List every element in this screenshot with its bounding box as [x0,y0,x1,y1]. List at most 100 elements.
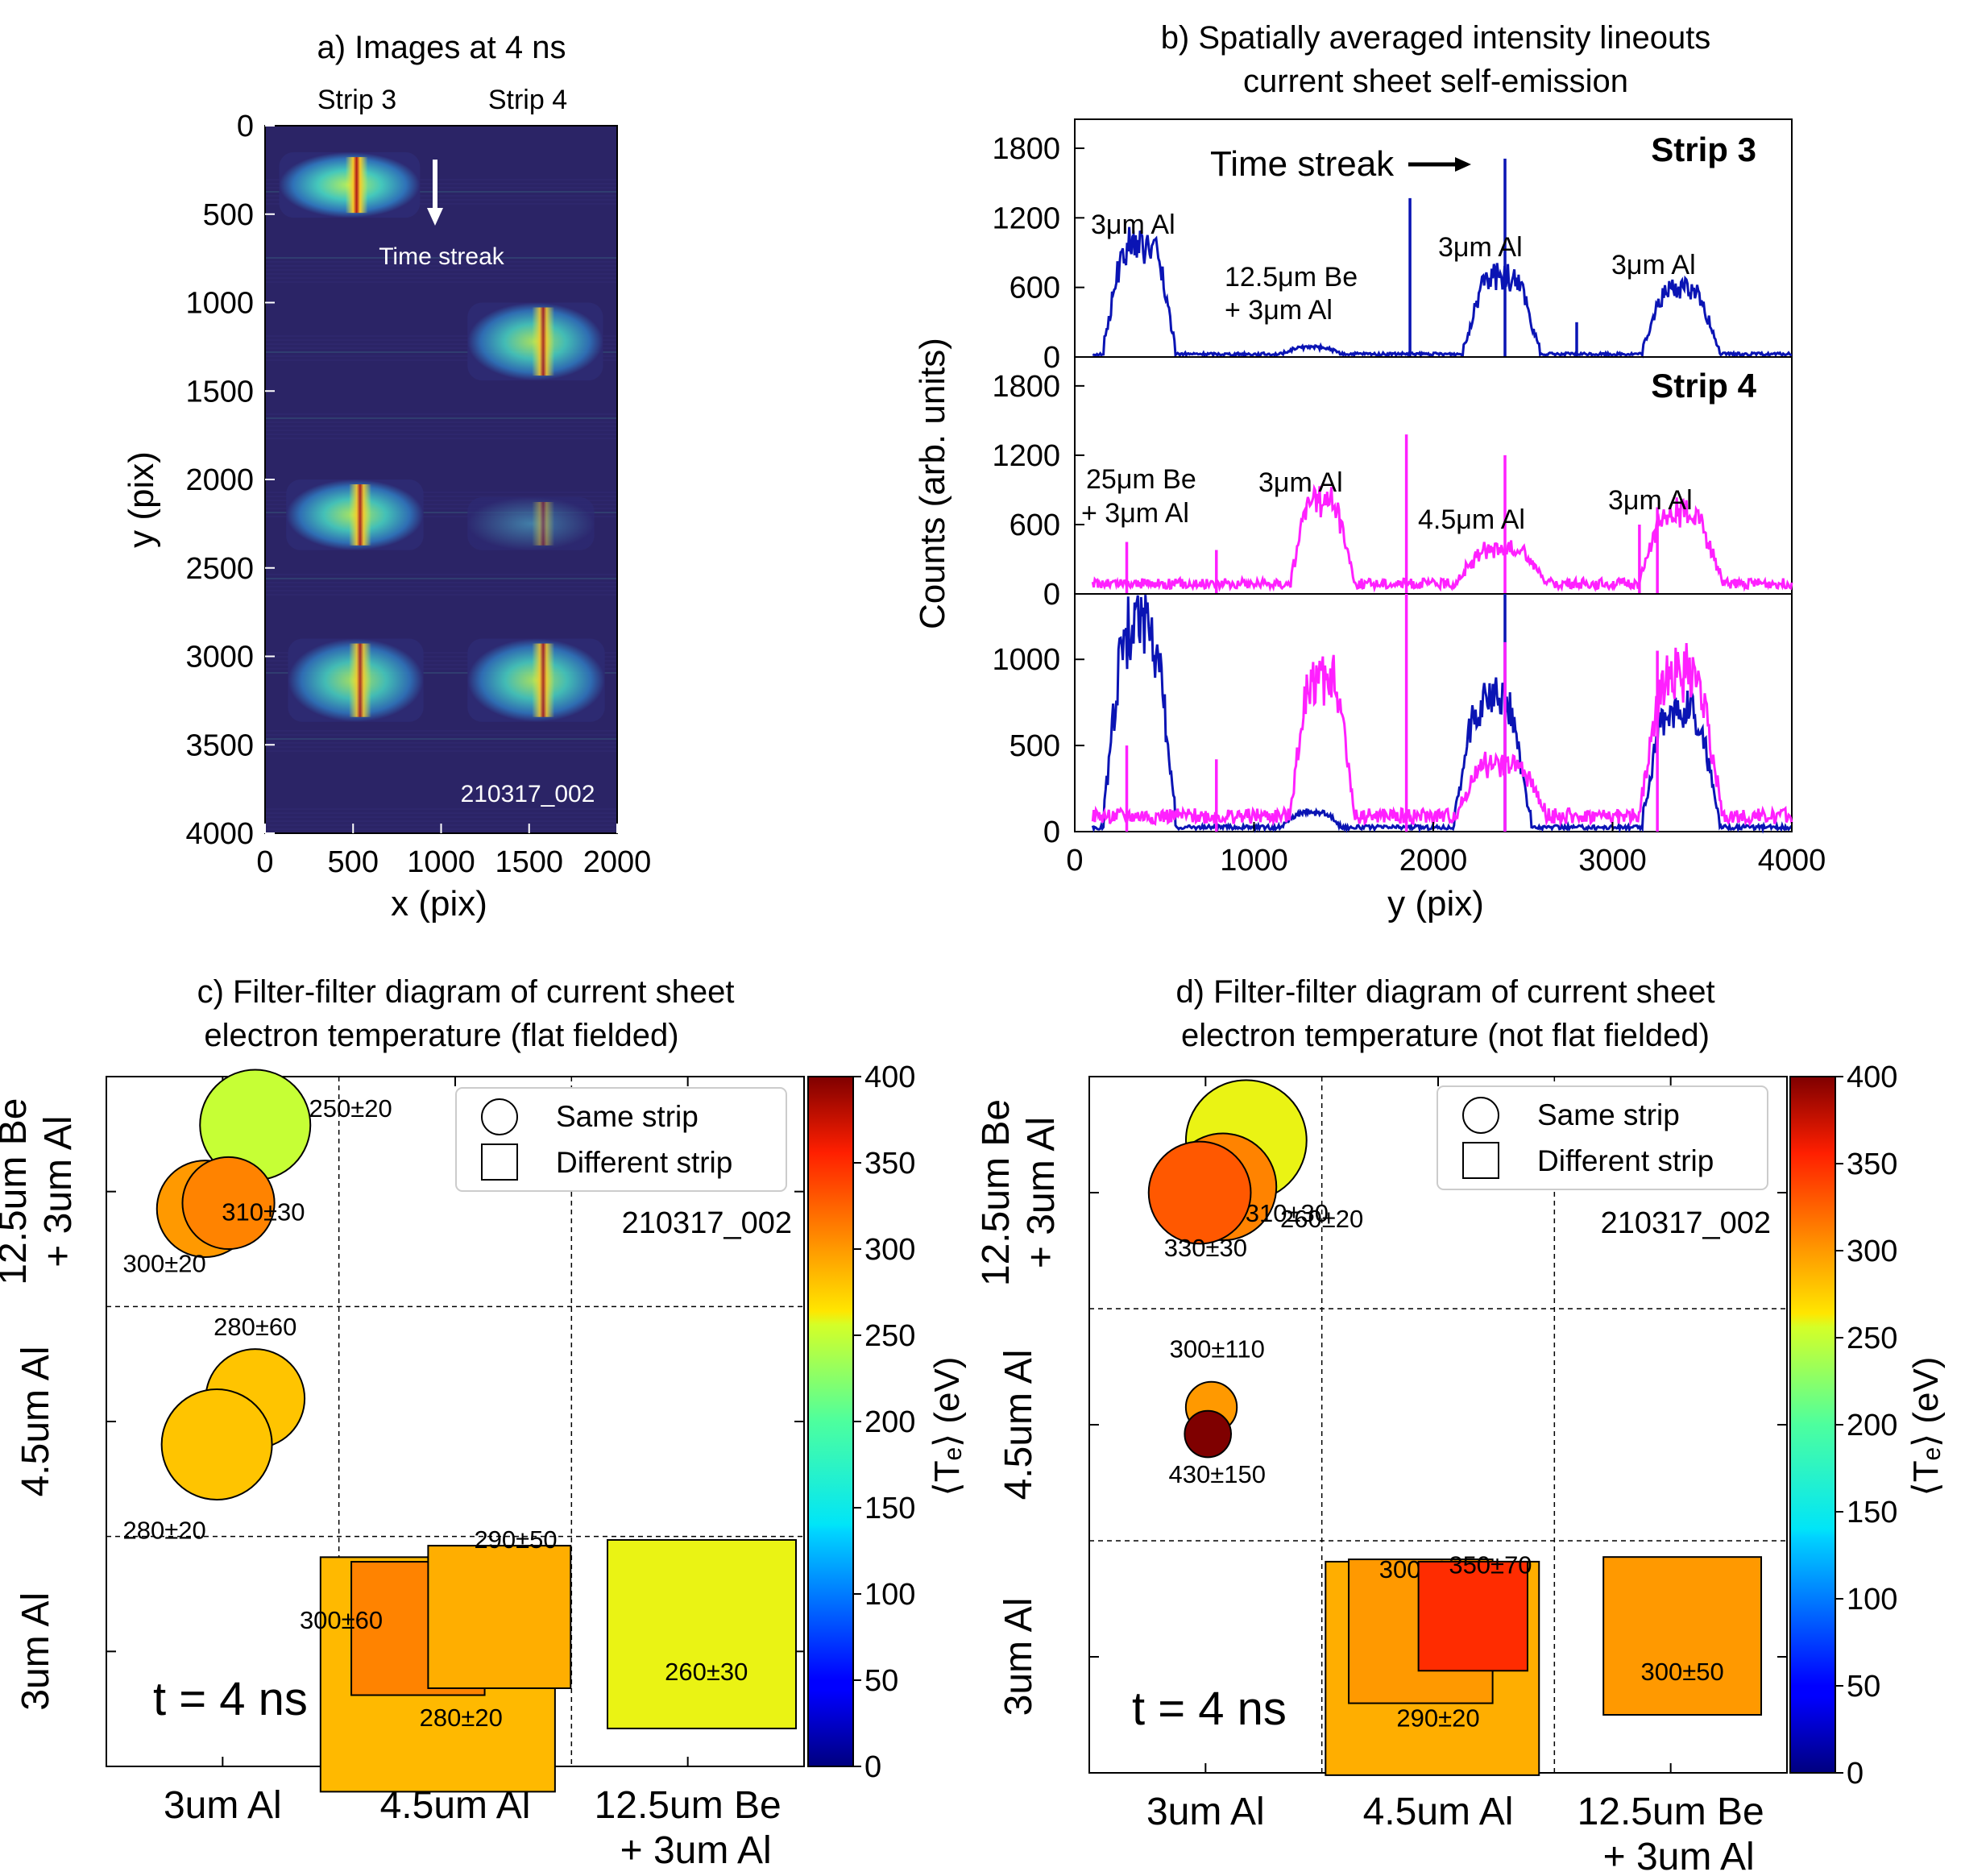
current-sheet-core [532,501,555,546]
colorbar-tick-label: 0 [864,1750,881,1784]
y-tick-label: 3000 [185,641,254,674]
colorbar-tick-label: 150 [864,1492,915,1525]
temperature-label: 300±60 [300,1606,383,1634]
temperature-label: 310±30 [1246,1199,1329,1227]
legend-different-strip-d: Different strip [1537,1144,1714,1177]
y-tick-label: 0 [237,110,254,143]
colorbar-c: 0 50 100 150 200 250 300 350 400 [807,1060,915,1784]
colorbar-tick-label: 250 [1847,1322,1897,1355]
colorbar-d-label: ⟨Tₑ⟩ (eV) [1906,1357,1946,1496]
time-streak-text: Time streak [1210,144,1395,184]
current-sheet-core [348,484,371,546]
temperature-marker-circle [160,1388,273,1501]
y-tick-label: 3500 [185,728,254,762]
y-category-label: 3um Al [997,1598,1040,1716]
panel-c-shot-id: 210317_002 [622,1206,792,1240]
ann-s4-b: 3μm Al [1258,467,1343,498]
temperature-label: 300±110 [1170,1334,1265,1363]
panel-b-xlabel: y (pix) [1387,884,1484,923]
y-category-label: 4.5um Al [15,1347,57,1497]
legend-square-icon [481,1143,518,1181]
y-tick-label: 1800 [992,370,1060,404]
temperature-label: 260±20 [1280,1205,1363,1233]
x-category-label: 12.5um Be [595,1784,781,1827]
x-tick-label: 4000 [1758,844,1826,878]
ann-s4-d: 3μm Al [1608,485,1693,516]
ann-s3-d: 3μm Al [1611,250,1696,280]
y-tick-label: 1000 [185,287,254,321]
colorbar-tick-label: 50 [1847,1670,1880,1704]
panel-b: b) Spatially averaged intensity lineouts… [913,20,1826,923]
y-category-label: 3um Al [15,1592,57,1711]
panel-c-title-1: c) Filter-filter diagram of current shee… [197,974,735,1010]
x-tick-label: 0 [1066,844,1083,878]
y-tick-label: 1500 [185,375,254,409]
ann-s4-c: 4.5μm Al [1418,504,1525,535]
colorbar-tick-label: 300 [864,1233,915,1267]
panel-b-title-1: b) Spatially averaged intensity lineouts [1161,20,1711,56]
legend-same-strip-d: Same strip [1537,1098,1680,1131]
detector-image [265,125,617,833]
lineout-annotations: 3μm Al 12.5μm Be + 3μm Al 3μm Al 3μm Al … [1081,210,1696,535]
x-category-label: + 3um Al [1603,1836,1755,1876]
current-sheet-core [532,307,555,376]
time-streak-label: Time streak [379,243,505,270]
legend-d: Same strip Different strip [1437,1085,1768,1190]
y-tick-label: 600 [1010,272,1060,305]
panel-b-title-2: current sheet self-emission [1243,64,1628,99]
temperature-label: 280±60 [214,1313,296,1341]
y-tick-label: 2000 [185,463,254,497]
time-streak-arrow [427,160,443,226]
colorbar-tick-label: 200 [864,1405,915,1439]
temperature-label: 330±30 [1164,1234,1247,1262]
colorbar-tick-label: 100 [864,1578,915,1612]
temperature-label: 430±150 [1169,1460,1266,1488]
x-tick-label: 1000 [407,845,475,879]
y-tick-label: 1200 [992,201,1060,235]
ann-s4-a2: + 3μm Al [1081,498,1189,529]
panel-d-time: t = 4 ns [1132,1683,1287,1735]
legend-square-icon [1462,1142,1499,1179]
legend-circle-icon [1462,1097,1499,1134]
ann-s3-c: 3μm Al [1438,232,1523,263]
temperature-marker-square [1602,1556,1763,1716]
y-category-label: 4.5um Al [997,1350,1040,1500]
y-tick-label: 1200 [992,439,1060,473]
strip3-label: Strip 3 [317,85,396,115]
series-line-strip3 [1092,226,1793,359]
panel-a-title: a) Images at 4 ns [317,30,566,65]
panel-a-axes: 0 500 1000 1500 2000 0 500 1000 1500 2000 2500 3000… [185,110,651,879]
colorbar-tick-label: 350 [1847,1148,1897,1181]
y-category-label: 12.5um Be [0,1098,35,1285]
colorbar-tick-label: 350 [864,1147,915,1181]
x-tick-label: 3000 [1578,844,1647,878]
colorbar-d: 0 50 100 150 200 250 300 350 400 [1789,1060,1897,1791]
colorbar-tick-label: 100 [1847,1583,1897,1617]
y-category-label: 12.5um Be [975,1099,1018,1286]
temperature-label: 310±30 [222,1197,305,1226]
temperature-label: 250±20 [309,1094,392,1123]
temperature-label: 280±20 [123,1517,206,1545]
panel-a: a) Images at 4 ns Strip 3 Strip 4 0 500 10… [122,30,651,923]
panel-c-time: t = 4 ns [153,1673,308,1725]
emission-block [467,496,595,550]
y-tick-label: 500 [203,198,254,232]
y-tick-label: 0 [1043,816,1060,849]
panel-a-ylabel: y (pix) [122,451,161,548]
series-line-strip3 [1091,595,1793,834]
temperature-marker-square [607,1538,797,1729]
temperature-marker-circle [1147,1140,1252,1245]
x-tick-label: 500 [328,845,379,879]
y-tick-label: 1800 [992,132,1060,166]
x-category-label: 12.5um Be [1578,1791,1764,1833]
temperature-label: 280±20 [420,1704,503,1732]
colorbar-tick-label: 50 [864,1664,898,1698]
temperature-label: 290±50 [474,1525,557,1554]
current-sheet-core [348,643,371,717]
series-line-strip4 [1091,642,1793,828]
x-tick-label: 1000 [1220,844,1288,878]
x-tick-label: 1500 [495,845,563,879]
